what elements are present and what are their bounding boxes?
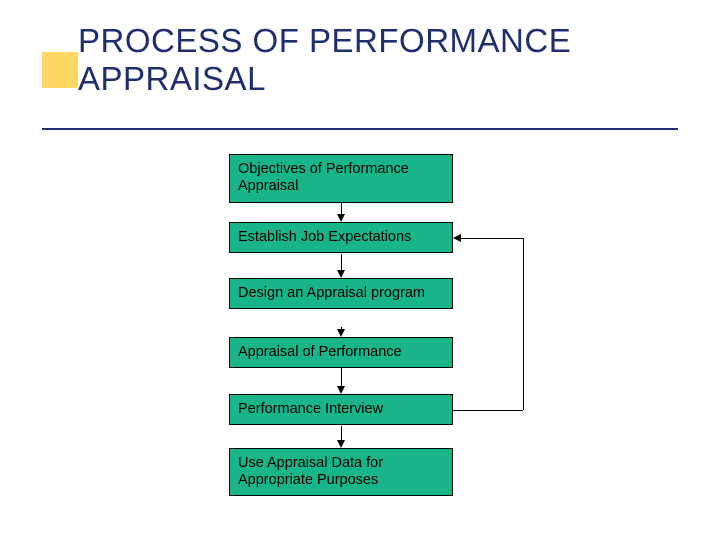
flow-node-n3: Design an Appraisal program <box>229 278 453 309</box>
flow-node-label: Appraisal of Performance <box>238 344 402 360</box>
flow-node-label: Establish Job Expectations <box>238 229 411 245</box>
page-title: PROCESS OF PERFORMANCE APPRAISAL <box>78 22 720 98</box>
feedback-arrowhead <box>453 234 461 242</box>
flow-node-label: Performance Interview <box>238 401 383 417</box>
flow-node-label: Objectives of Performance Appraisal <box>238 161 409 194</box>
flow-node-label: Design an Appraisal program <box>238 285 425 301</box>
arrow-down <box>229 426 453 448</box>
accent-square <box>42 52 78 88</box>
flow-node-n2: Establish Job Expectations <box>229 222 453 253</box>
flow-node-n6: Use Appraisal Data for Appropriate Purpo… <box>229 448 453 497</box>
flow-node-n1: Objectives of Performance Appraisal <box>229 154 453 203</box>
arrow-down <box>229 327 453 337</box>
arrow-down <box>229 368 453 394</box>
flow-node-n4: Appraisal of Performance <box>229 337 453 368</box>
flow-node-label: Use Appraisal Data for Appropriate Purpo… <box>238 455 383 488</box>
title-rule <box>42 128 678 130</box>
flow-node-n5: Performance Interview <box>229 394 453 425</box>
arrow-down <box>229 203 453 222</box>
arrow-down <box>229 254 453 278</box>
